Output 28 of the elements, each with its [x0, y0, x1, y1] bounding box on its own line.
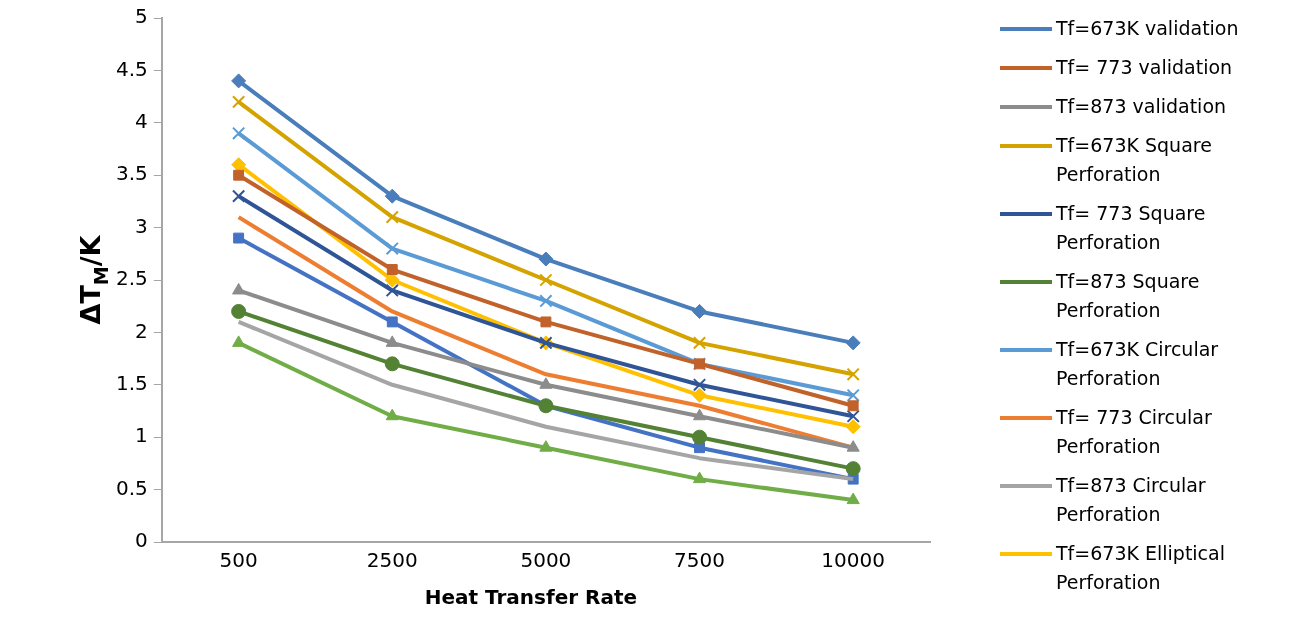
x-tick-label: 2500 — [366, 548, 418, 573]
y-tick-label: 4 — [135, 109, 148, 133]
x-tick-label: 7500 — [674, 548, 725, 573]
y-tick-label: 3 — [135, 213, 148, 238]
x-tick-label: 10000 — [821, 548, 885, 573]
x-tick-label: 500 — [219, 548, 258, 573]
legend-label: Tf=673K Square Perforation — [1056, 133, 1213, 187]
x-axis-title: Heat Transfer Rate — [424, 585, 638, 609]
legend-label: Tf=673K Circular Perforation — [1056, 337, 1220, 391]
y-tick-label: 1 — [135, 423, 148, 448]
y-tick-label: 2.5 — [115, 266, 148, 291]
x-tick-label: 5000 — [520, 548, 572, 573]
y-tick-label: 0 — [135, 528, 148, 553]
y-tick-label: 1.5 — [115, 371, 148, 395]
legend-label: Tf=673K Elliptical Perforation — [1056, 541, 1226, 595]
legend-label: Tf=873 Square Perforation — [1056, 269, 1201, 323]
y-tick-label: 4.5 — [115, 56, 148, 81]
y-tick-label: 0.5 — [115, 475, 148, 500]
y-tick-label: 3.5 — [115, 161, 148, 186]
y-axis-title: ΔTM/K — [75, 234, 112, 325]
y-tick-label: 5 — [135, 4, 148, 29]
legend-label: Tf= 773 Circular Perforation — [1056, 405, 1213, 459]
legend-label: Tf= 773 validation — [1056, 55, 1233, 80]
legend-label: Tf=873 Circular Perforation — [1056, 473, 1207, 527]
legend-label: Tf=873 validation — [1056, 94, 1227, 119]
legend-label: Tf=673K validation — [1056, 16, 1239, 41]
y-tick-label: 2 — [135, 318, 148, 343]
legend-label: Tf= 773 Square Perforation — [1056, 201, 1207, 255]
